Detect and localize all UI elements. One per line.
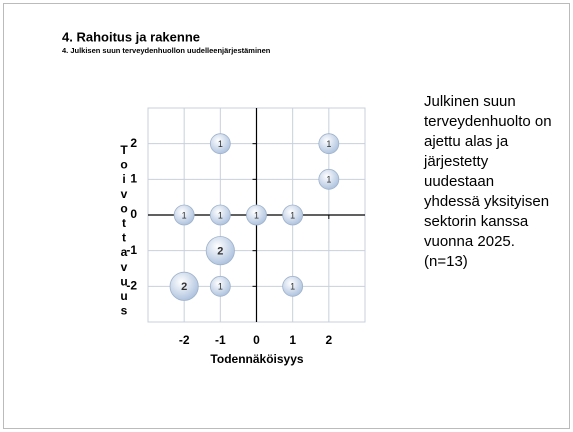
data-label: 1: [290, 282, 295, 292]
data-label: 1: [326, 139, 331, 149]
x-tick-label: -1: [215, 333, 226, 347]
y-axis-label: Toivottavuus: [117, 143, 131, 319]
bubble: [318, 168, 340, 190]
y-tick-label: -1: [126, 243, 137, 257]
x-axis-label: Todennäköisyys: [210, 352, 303, 366]
subtitle: 4. Julkisen suun terveydenhuollon uudell…: [62, 46, 271, 55]
bubble: [169, 271, 199, 301]
data-label: 1: [290, 210, 295, 220]
data-label: 1: [218, 139, 223, 149]
y-tick-label: -2: [126, 279, 137, 293]
bubble: [209, 133, 231, 155]
data-label: 1: [182, 210, 187, 220]
x-tick-label: -2: [179, 333, 190, 347]
data-label: 2: [181, 281, 187, 293]
x-tick-label: 1: [289, 333, 296, 347]
bubble: [209, 204, 231, 226]
y-tick-label: 0: [130, 207, 137, 221]
bubble: [173, 204, 195, 226]
bubble: [246, 204, 267, 226]
bubble: [209, 275, 231, 297]
x-tick-label: 0: [253, 333, 260, 347]
annotation: Julkinen suun terveydenhuolto on ajettu …: [424, 93, 552, 270]
data-label: 1: [218, 210, 223, 220]
bubble: [282, 204, 304, 226]
data-label: 1: [254, 210, 259, 220]
bubble: [205, 236, 235, 266]
data-label: 1: [326, 175, 331, 185]
data-label: 1: [218, 282, 223, 292]
y-tick-label: 1: [130, 172, 137, 186]
data-label: 2: [217, 246, 223, 258]
y-tick-label: 2: [130, 136, 137, 150]
bubble: [282, 275, 304, 297]
slide-border: [3, 3, 570, 429]
x-tick-label: 2: [325, 333, 332, 347]
bubble: [318, 133, 340, 155]
title: 4. Rahoitus ja rakenne: [62, 29, 200, 44]
